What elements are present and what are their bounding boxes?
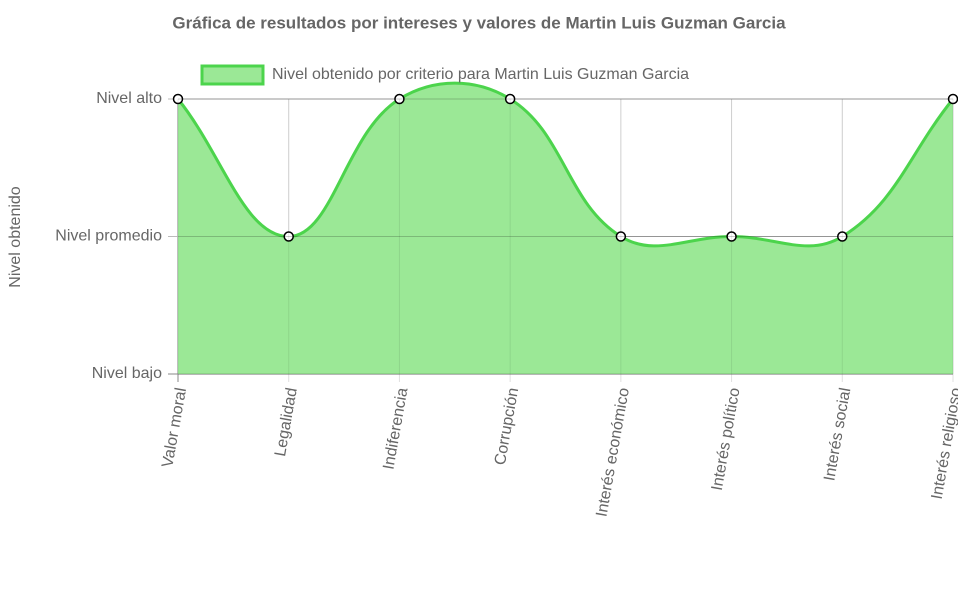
- y-axis-title: Nivel obtenido: [7, 186, 24, 288]
- y-tick-label: Nivel bajo: [92, 365, 162, 382]
- x-tick-label: Corrupción: [492, 386, 522, 466]
- x-tick-label: Interés económico: [594, 386, 633, 518]
- area: [178, 83, 953, 375]
- point: [172, 93, 184, 105]
- y-tick-label: Nivel promedio: [55, 228, 162, 245]
- point: [615, 231, 627, 242]
- x-tick-label: Valor moral: [159, 386, 190, 468]
- chart-title: Gráfica de resultados por intereses y va…: [172, 13, 786, 32]
- point: [837, 231, 848, 242]
- x-tick-label: Interés religioso: [929, 386, 958, 500]
- point: [726, 231, 737, 242]
- point: [283, 231, 294, 242]
- x-tick-label: Interés político: [709, 386, 744, 492]
- point: [394, 93, 405, 105]
- x-tick-label: Interés social: [821, 386, 854, 482]
- point: [504, 93, 516, 105]
- y-tick-label: Nivel alto: [96, 90, 162, 107]
- legend-swatch: [200, 64, 265, 86]
- x-tick-label: Legalidad: [272, 386, 301, 457]
- x-tick-label: Indiferencia: [380, 386, 411, 471]
- legend-label: Nivel obtenido por criterio para Martin …: [272, 66, 689, 83]
